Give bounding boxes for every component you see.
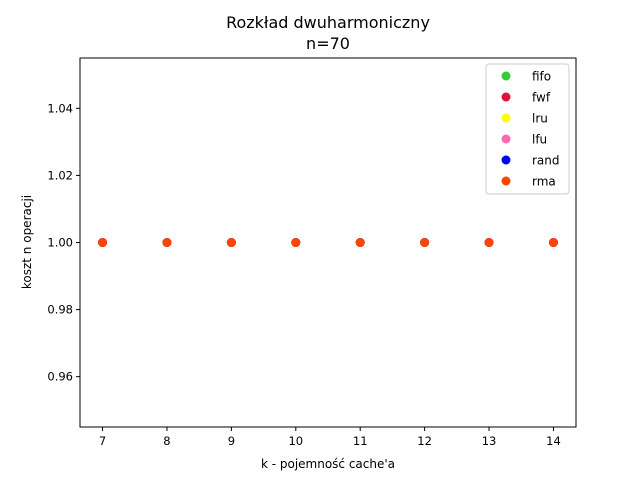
- point-rma: [420, 238, 430, 247]
- chart-subtitle: n=70: [306, 34, 350, 53]
- legend-marker-fifo: [501, 71, 511, 81]
- point-rma: [162, 238, 172, 247]
- x-tick-label: 14: [546, 434, 561, 448]
- legend-label-fwf: fwf: [532, 91, 551, 105]
- legend-label-fifo: fifo: [532, 70, 551, 84]
- y-tick-label: 1.04: [47, 101, 73, 115]
- y-axis-ticks: 0.96 0.98 1.00 1.02 1.04: [47, 101, 80, 384]
- x-tick-label: 13: [482, 434, 497, 448]
- legend-marker-fwf: [501, 92, 511, 102]
- y-tick-label: 1.02: [47, 168, 73, 182]
- y-tick-label: 1.00: [47, 236, 73, 250]
- data-points: [98, 238, 558, 247]
- legend: fifo fwf lru lfu rand rma: [485, 63, 570, 195]
- legend-label-rand: rand: [532, 154, 560, 168]
- point-rma: [548, 238, 558, 247]
- legend-label-lfu: lfu: [532, 133, 547, 147]
- point-rma: [226, 238, 236, 247]
- x-tick-label: 8: [163, 434, 170, 448]
- y-tick-label: 0.98: [47, 303, 73, 317]
- legend-label-rma: rma: [532, 175, 556, 189]
- point-rma: [98, 238, 108, 247]
- point-rma: [484, 238, 494, 247]
- legend-marker-lru: [501, 113, 511, 123]
- point-rma: [355, 238, 365, 247]
- chart-title: Rozkład dwuharmoniczny: [226, 13, 430, 32]
- x-tick-label: 12: [417, 434, 432, 448]
- y-tick-label: 0.96: [47, 370, 73, 384]
- point-rma: [291, 238, 301, 247]
- x-tick-label: 11: [353, 434, 368, 448]
- x-tick-label: 9: [228, 434, 235, 448]
- legend-marker-rma: [501, 176, 511, 186]
- y-axis-label: koszt n operacji: [20, 195, 34, 289]
- legend-marker-lfu: [501, 134, 511, 144]
- x-tick-label: 10: [288, 434, 303, 448]
- x-axis-ticks: 7 8 9 10 11 12 13 14: [99, 427, 561, 448]
- legend-frame: [485, 63, 570, 195]
- legend-label-lru: lru: [532, 112, 548, 126]
- x-axis-label: k - pojemność cache'a: [261, 457, 395, 471]
- x-tick-label: 7: [99, 434, 106, 448]
- legend-marker-rand: [501, 155, 511, 165]
